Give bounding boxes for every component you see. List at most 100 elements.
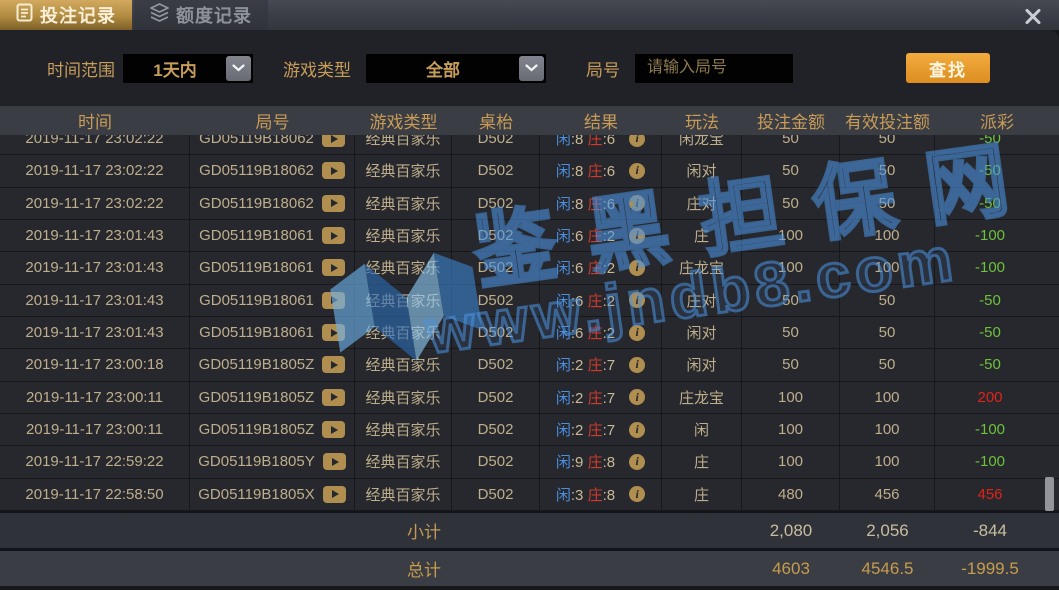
table-row: 2019-11-17 23:00:11 GD05119B1805Z 经典百家乐 D50… (0, 413, 1059, 447)
cell-valid-amount: 50 (840, 316, 935, 349)
player-label: 闲 (555, 357, 571, 375)
table-row: 2019-11-17 23:02:22 GD05119B18062 经典百家乐 D50… (0, 135, 1059, 156)
cell-bet-amount: 480 (742, 478, 840, 510)
player-label: 闲 (555, 454, 571, 472)
round-number-text: GD05119B18061 (199, 227, 314, 245)
banker-score: :2 (602, 325, 616, 343)
cell-table-id: D502 (452, 413, 540, 446)
info-icon[interactable]: i (629, 389, 646, 406)
cell-time: 2019-11-17 23:01:43 (0, 316, 190, 349)
vertical-scrollbar-thumb[interactable] (1045, 477, 1054, 511)
cell-payout: -50 (979, 356, 1001, 374)
chevron-down-icon (519, 55, 544, 81)
cell-game-type: 经典百家乐 (355, 155, 452, 187)
cell-bet-amount: 100 (742, 446, 840, 478)
search-button[interactable]: 查找 (906, 53, 990, 83)
tab-quota-records[interactable]: 额度记录 (134, 0, 268, 30)
table-row: 2019-11-17 23:01:43 GD05119B18061 经典百家乐 D50… (0, 219, 1059, 253)
time-range-select[interactable]: 1天内 (123, 53, 253, 83)
result-text: 闲:8 庄:6 (556, 160, 615, 181)
tab-quota-records-label: 额度记录 (176, 6, 252, 26)
info-icon[interactable]: i (629, 135, 646, 147)
table-row: 2019-11-17 23:01:43 GD05119B18061 经典百家乐 D50… (0, 284, 1059, 317)
window-tab-bar: 投注记录 额度记录 (0, 0, 1059, 30)
result-text: 闲:2 庄:7 (556, 419, 615, 440)
cell-time: 2019-11-17 23:01:43 (0, 284, 190, 316)
cell-bet-amount: 50 (742, 349, 840, 381)
cell-round-number: GD05119B18062 (190, 187, 355, 219)
banker-score: :8 (602, 486, 616, 504)
game-type-label: 游戏类型 (283, 60, 351, 80)
replay-icon[interactable] (321, 291, 345, 309)
result-text: 闲:6 庄:2 (556, 225, 615, 246)
player-label: 闲 (555, 260, 571, 278)
column-header: 桌枱 (479, 113, 513, 132)
info-icon[interactable]: i (629, 195, 646, 212)
round-number-label: 局号 (586, 60, 620, 80)
result-text: 闲:2 庄:7 (556, 354, 615, 375)
replay-icon[interactable] (321, 162, 345, 180)
cell-bet-amount: 50 (742, 155, 840, 187)
cell-play-type: 庄 (662, 219, 742, 252)
info-icon[interactable]: i (629, 486, 646, 503)
banker-score: :2 (602, 228, 616, 246)
cell-payout: -50 (979, 291, 1001, 309)
info-icon[interactable]: i (629, 324, 646, 341)
replay-icon[interactable] (322, 453, 346, 471)
cell-play-type: 庄对 (662, 284, 742, 316)
layers-icon (149, 3, 170, 27)
round-number-input[interactable] (635, 53, 793, 83)
cell-result: 闲:9 庄:8 i (540, 446, 662, 478)
cell-time: 2019-11-17 22:59:22 (0, 446, 190, 478)
table-row: 2019-11-17 23:00:18 GD05119B1805Z 经典百家乐 D50… (0, 349, 1059, 382)
cell-play-type: 庄龙宝 (662, 381, 742, 413)
cell-payout: -50 (979, 194, 1001, 212)
player-label: 闲 (555, 228, 571, 246)
replay-icon[interactable] (321, 227, 345, 245)
replay-icon[interactable] (322, 485, 346, 503)
cell-table-id: D502 (452, 252, 540, 284)
tab-bet-records[interactable]: 投注记录 (0, 0, 132, 30)
cell-play-type: 闲对 (662, 155, 742, 187)
replay-icon[interactable] (322, 388, 346, 406)
table-row: 2019-11-17 22:58:50 GD05119B1805X 经典百家乐 D50… (0, 478, 1059, 511)
player-score: :6 (570, 228, 584, 246)
replay-icon[interactable] (322, 356, 346, 374)
cell-valid-amount: 100 (840, 446, 935, 478)
info-icon[interactable]: i (629, 292, 646, 309)
info-icon[interactable]: i (629, 162, 646, 179)
player-score: :2 (570, 357, 584, 375)
table-header-row: 时间 局号 游戏类型 桌枱 结果 玩法 投注金额 有效投注额 派彩 (0, 106, 1059, 135)
banker-label: 庄 (587, 292, 603, 310)
player-label: 闲 (555, 325, 571, 343)
cell-payout: -50 (979, 162, 1001, 180)
cell-time: 2019-11-17 23:01:43 (0, 219, 190, 252)
cell-table-id: D502 (452, 316, 540, 349)
cell-payout: -100 (974, 453, 1006, 471)
cell-payout: -100 (974, 259, 1006, 277)
subtotal-bet-amount: 2,080 (769, 520, 813, 540)
replay-icon[interactable] (321, 194, 345, 212)
cell-bet-amount: 50 (742, 316, 840, 349)
game-type-select[interactable]: 全部 (366, 53, 546, 83)
replay-icon[interactable] (321, 324, 345, 342)
tab-bet-records-label: 投注记录 (40, 6, 116, 26)
info-icon[interactable]: i (629, 227, 646, 244)
cell-payout: 200 (977, 388, 1003, 406)
banker-label: 庄 (587, 135, 603, 149)
info-icon[interactable]: i (629, 259, 646, 276)
replay-icon[interactable] (322, 421, 346, 439)
cell-game-type: 经典百家乐 (355, 284, 452, 316)
cell-round-number: GD05119B18061 (190, 316, 355, 349)
replay-icon[interactable] (321, 135, 345, 148)
replay-icon[interactable] (321, 259, 345, 277)
player-score: :2 (570, 389, 584, 407)
info-icon[interactable]: i (629, 356, 646, 373)
banker-score: :7 (602, 422, 616, 440)
close-icon[interactable] (1024, 7, 1042, 25)
banker-label: 庄 (587, 195, 603, 213)
cell-play-type: 闲 (662, 413, 742, 446)
info-icon[interactable]: i (629, 453, 646, 470)
cell-valid-amount: 100 (840, 413, 935, 446)
info-icon[interactable]: i (629, 421, 646, 438)
